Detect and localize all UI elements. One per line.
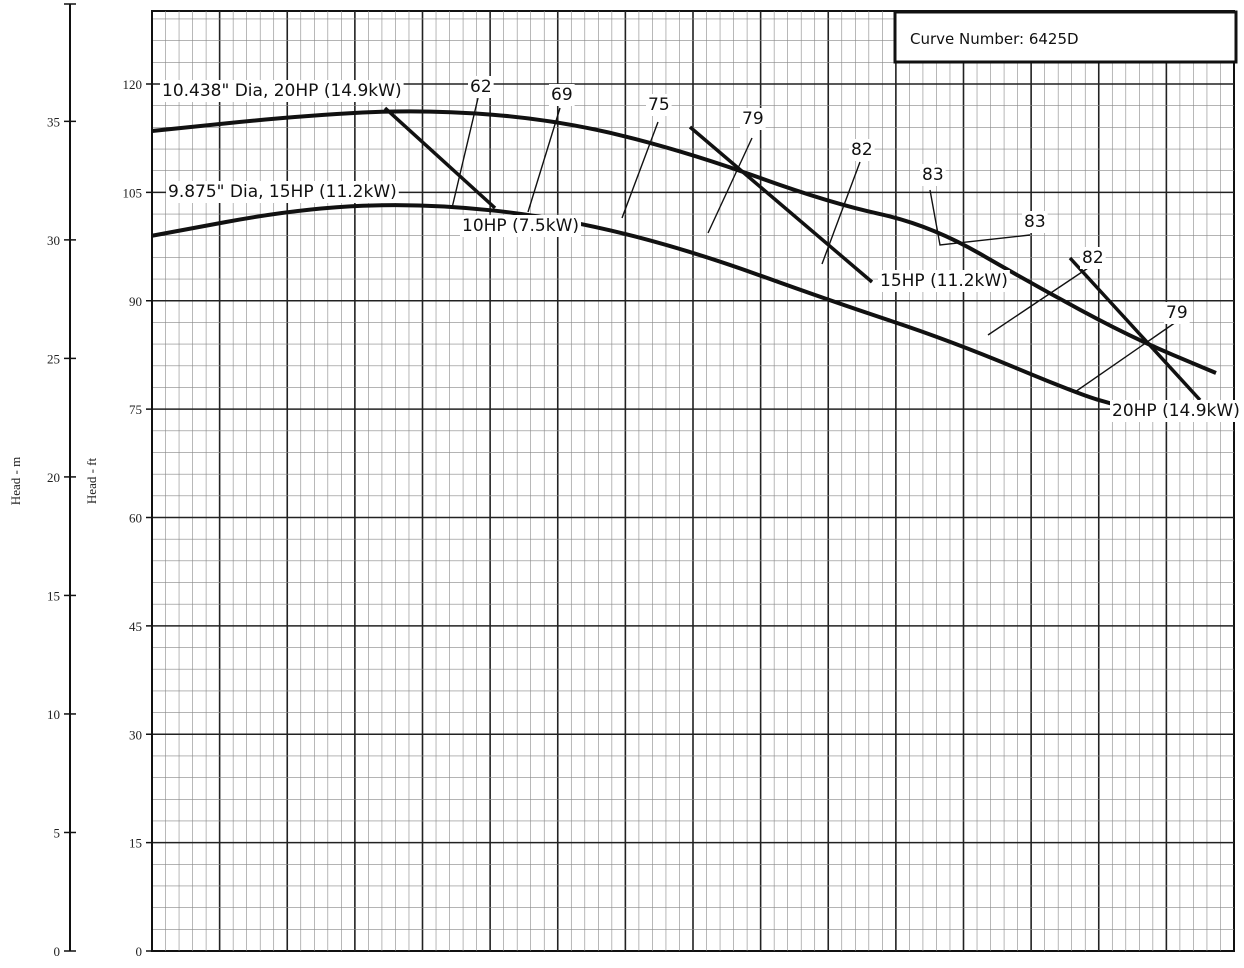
power-label-10hp-bg bbox=[460, 215, 582, 237]
efficiency-line-5 bbox=[821, 161, 861, 265]
efficiency-line-6 bbox=[929, 189, 1031, 246]
efficiency-label-83: 83 bbox=[1024, 212, 1046, 232]
efficiency-label-75-bg bbox=[646, 94, 672, 116]
y-tick-label-m: 5 bbox=[54, 825, 61, 840]
y-tick-label-ft: 30 bbox=[129, 727, 142, 742]
efficiency-label-82-bg bbox=[849, 139, 875, 161]
efficiency-label-79: 79 bbox=[1166, 303, 1188, 323]
head-curve-1 bbox=[151, 109, 1217, 375]
efficiency-label-69: 69 bbox=[551, 85, 573, 105]
efficiency-label-79-bg bbox=[740, 108, 766, 130]
y-tick-label-ft: 0 bbox=[136, 944, 143, 959]
efficiency-label-82: 82 bbox=[851, 140, 873, 160]
curve-number-label: Curve Number: 6425D bbox=[910, 30, 1079, 48]
series-label-1-bg bbox=[160, 80, 404, 102]
series-label-1: 10.438" Dia, 20HP (14.9kW) bbox=[162, 81, 402, 101]
efficiency-label-69-bg bbox=[549, 84, 575, 106]
y-tick-label-m: 15 bbox=[47, 588, 60, 603]
y-tick-label-ft: 120 bbox=[123, 77, 143, 92]
axes: 0 15 30 45 60 75 90 105 120 0 5 10 15 20 25 30 35 bbox=[47, 3, 153, 959]
y-tick-label-ft: 60 bbox=[129, 511, 142, 526]
power-line-2 bbox=[688, 125, 874, 284]
efficiency-line-7 bbox=[987, 267, 1089, 336]
efficiency-label-62-bg bbox=[468, 76, 494, 98]
series-label-2-bg bbox=[166, 181, 399, 203]
efficiency-label-75: 75 bbox=[648, 95, 670, 115]
y-tick-label-ft: 15 bbox=[129, 836, 142, 851]
efficiency-label-79: 79 bbox=[742, 109, 764, 129]
power-label-15hp: 15HP (11.2kW) bbox=[880, 271, 1008, 291]
y-tick-label-m: 0 bbox=[54, 944, 61, 959]
efficiency-label-82-bg bbox=[1080, 247, 1106, 269]
y-tick-label-ft: 75 bbox=[129, 402, 142, 417]
y-tick-label-m: 25 bbox=[47, 351, 60, 366]
y-tick-label-m: 10 bbox=[47, 707, 60, 722]
y-axis-m-title: Head - m bbox=[8, 457, 23, 505]
efficiency-line-8 bbox=[1074, 321, 1177, 393]
y-tick-label-m: 30 bbox=[47, 233, 60, 248]
y-tick-label-m: 20 bbox=[47, 470, 60, 485]
efficiency-label-62: 62 bbox=[470, 77, 492, 97]
y-axis-ft-title: Head - ft bbox=[84, 458, 99, 505]
power-label-10hp: 10HP (7.5kW) bbox=[462, 216, 579, 236]
power-label-15hp-bg bbox=[878, 270, 1010, 292]
grid bbox=[151, 10, 1235, 952]
power-line-3 bbox=[1068, 256, 1202, 402]
efficiency-line-1 bbox=[451, 97, 479, 209]
y-tick-label-ft: 90 bbox=[129, 294, 142, 309]
curve-number-box: Curve Number: 6425D bbox=[893, 10, 1238, 64]
power-label-20hp: 20HP (14.9kW) bbox=[1112, 401, 1240, 421]
efficiency-label-83-bg bbox=[1022, 211, 1048, 233]
head-curve-2 bbox=[151, 203, 1119, 408]
efficiency-line-2 bbox=[527, 107, 561, 213]
series-label-2: 9.875" Dia, 15HP (11.2kW) bbox=[168, 182, 397, 202]
y-tick-label-m: 35 bbox=[47, 114, 60, 129]
efficiency-label-83-bg bbox=[920, 164, 946, 186]
efficiency-line-3 bbox=[621, 121, 659, 219]
curves bbox=[151, 97, 1217, 408]
y-tick-label-ft: 45 bbox=[129, 619, 142, 634]
y-tick-label-ft: 105 bbox=[123, 185, 143, 200]
power-line-1 bbox=[383, 106, 497, 210]
efficiency-label-79-bg bbox=[1164, 302, 1190, 324]
labels: 10.438" Dia, 20HP (14.9kW) 9.875" Dia, 15… bbox=[160, 76, 1242, 422]
efficiency-label-82: 82 bbox=[1082, 248, 1104, 268]
efficiency-label-83: 83 bbox=[922, 165, 944, 185]
efficiency-line-4 bbox=[707, 137, 753, 234]
power-label-20hp-bg bbox=[1110, 400, 1242, 422]
